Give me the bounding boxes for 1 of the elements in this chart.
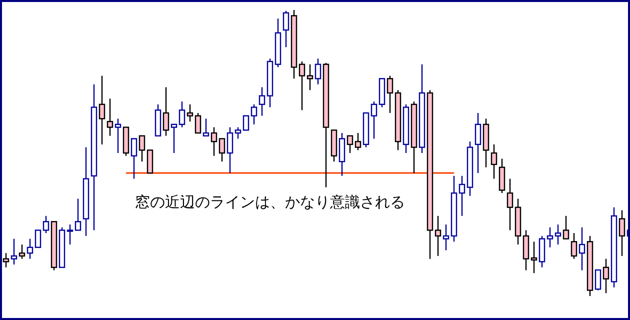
- annotation: 窓の近辺のラインは、かなり意識される: [135, 193, 405, 211]
